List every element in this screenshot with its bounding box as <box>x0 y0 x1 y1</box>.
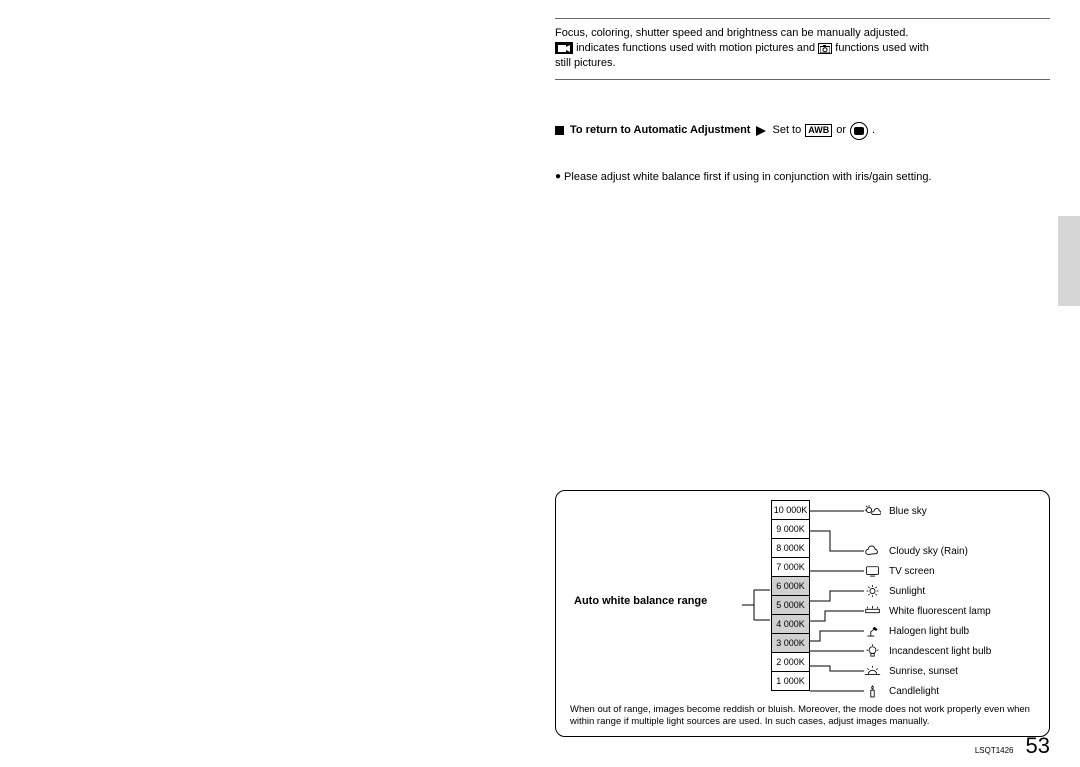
light-source-item: Sunlight <box>864 584 925 598</box>
awb-badge: AWB <box>805 124 832 137</box>
camera-icon <box>818 43 832 54</box>
square-bullet-icon <box>555 126 564 135</box>
desk-lamp-icon <box>864 624 881 638</box>
intro-line2b: functions used with <box>835 42 929 54</box>
light-source-item: TV screen <box>864 564 935 578</box>
sun-icon <box>864 584 881 598</box>
light-source-item: White fluorescent lamp <box>864 604 991 618</box>
light-source-label: White fluorescent lamp <box>889 606 991 617</box>
top-rule <box>555 18 1050 26</box>
video-icon <box>555 42 573 54</box>
light-source-label: Halogen light bulb <box>889 626 969 637</box>
light-source-label: Sunlight <box>889 586 925 597</box>
light-source-item: Sunrise, sunset <box>864 664 958 678</box>
chart-footnote: When out of range, images become reddish… <box>570 704 1035 728</box>
intro-line1: Focus, coloring, shutter speed and brigh… <box>555 27 908 39</box>
return-or: or <box>836 123 846 137</box>
light-source-label: TV screen <box>889 566 935 577</box>
return-section: To return to Automatic Adjustment Set to… <box>555 122 1050 140</box>
sun-cloud-icon <box>864 504 881 518</box>
cloud-icon <box>864 544 881 558</box>
intro-paragraph: Focus, coloring, shutter speed and brigh… <box>555 26 1050 71</box>
sunrise-icon <box>864 664 881 678</box>
bullet-icon: ● <box>555 170 561 185</box>
light-source-label: Cloudy sky (Rain) <box>889 546 968 557</box>
period: . <box>872 123 875 137</box>
connector-lines <box>556 491 1049 706</box>
mid-rule <box>555 79 1050 80</box>
light-source-item: Candlelight <box>864 684 939 698</box>
light-source-item: Incandescent light bulb <box>864 644 991 658</box>
light-source-label: Incandescent light bulb <box>889 646 991 657</box>
light-source-item: Blue sky <box>864 504 927 518</box>
light-source-label: Blue sky <box>889 506 927 517</box>
note-text: Please adjust white balance first if usi… <box>564 170 931 185</box>
arrow-icon <box>756 126 766 136</box>
page-number: 53 <box>1026 733 1050 759</box>
document-id: LSQT1426 <box>975 746 1014 755</box>
intro-line3: still pictures. <box>555 57 616 69</box>
light-source-label: Sunrise, sunset <box>889 666 958 677</box>
tv-icon <box>864 564 881 578</box>
light-source-label: Candlelight <box>889 686 939 697</box>
note-line: ● Please adjust white balance first if u… <box>555 170 1050 185</box>
side-tab <box>1058 216 1080 306</box>
return-action: Set to <box>772 123 801 137</box>
ia-mode-icon <box>850 122 868 140</box>
return-heading: To return to Automatic Adjustment <box>570 123 750 137</box>
light-source-item: Halogen light bulb <box>864 624 969 638</box>
candle-icon <box>864 684 881 698</box>
bulb-icon <box>864 644 881 658</box>
fluorescent-icon <box>864 604 881 618</box>
page-content: Focus, coloring, shutter speed and brigh… <box>555 18 1050 184</box>
intro-line2a: indicates functions used with motion pic… <box>576 42 815 54</box>
light-source-item: Cloudy sky (Rain) <box>864 544 968 558</box>
white-balance-chart: Auto white balance range 10 000K9 000K8 … <box>555 490 1050 737</box>
page-footer: LSQT1426 53 <box>975 733 1050 759</box>
